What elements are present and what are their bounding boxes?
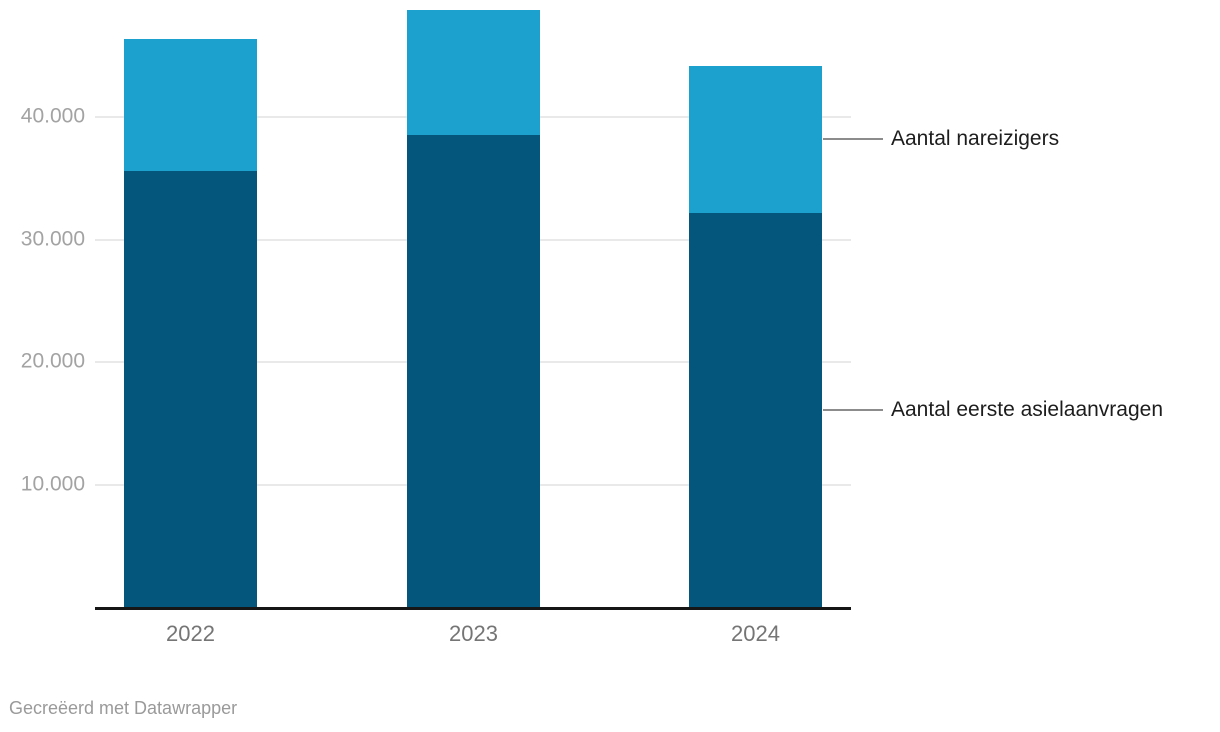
bar-segment-2023-aantal-eerste-asielaanvragen[interactable]: [407, 135, 540, 607]
y-axis-tick-label-30000: 30.000: [20, 227, 85, 251]
x-axis-label-2024: 2024: [731, 621, 780, 646]
y-axis-tick-label-10000: 10.000: [20, 472, 85, 496]
annotation-label-nareizigers: Aantal nareizigers: [891, 127, 1060, 151]
x-axis-line: [95, 607, 851, 610]
y-axis-tick-label-20000: 20.000: [20, 349, 85, 373]
annotation-eerste-asielaanvragen: Aantal eerste asielaanvragen: [823, 398, 1163, 422]
bar-segment-2023-aantal-nareizigers[interactable]: [407, 10, 540, 136]
x-axis-label-2022: 2022: [166, 621, 215, 646]
annotation-nareizigers: Aantal nareizigers: [823, 127, 1059, 151]
leader-line: [823, 138, 883, 141]
datawrapper-credit-link[interactable]: Gecreëerd met Datawrapper: [9, 698, 238, 718]
leader-line: [823, 408, 883, 411]
bar-segment-2024-aantal-nareizigers[interactable]: [689, 65, 822, 213]
y-axis-tick-label-40000: 40.000: [20, 104, 85, 128]
bar-segment-2022-aantal-nareizigers[interactable]: [124, 38, 257, 171]
bar-segment-2024-aantal-eerste-asielaanvragen[interactable]: [689, 212, 822, 607]
annotation-label-eerste-asielaanvragen: Aantal eerste asielaanvragen: [891, 397, 1164, 421]
bar-segment-2022-aantal-eerste-asielaanvragen[interactable]: [124, 170, 257, 607]
x-axis-label-2023: 2023: [449, 621, 498, 646]
